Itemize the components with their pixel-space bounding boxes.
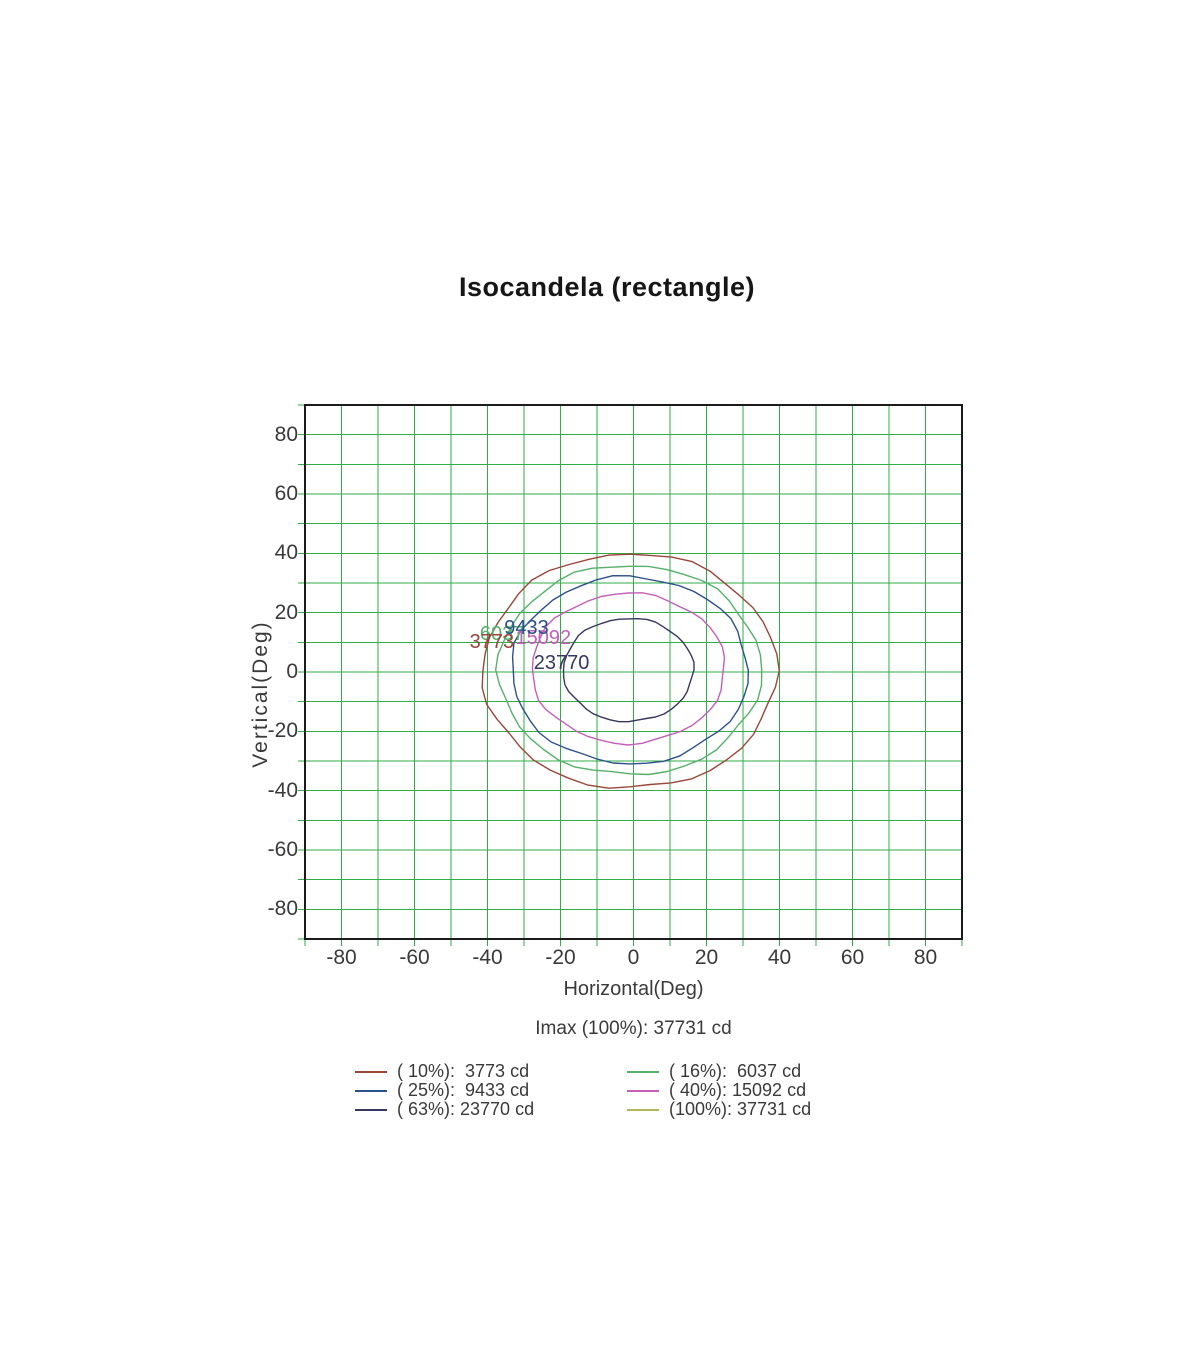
isocandela-contour-40% [531, 592, 726, 746]
isocandela-contour-16% [495, 565, 763, 776]
contour-value-label: 23770 [533, 652, 590, 675]
legend-label: ( 25%): 9433 cd [397, 1080, 530, 1100]
legend-swatch [355, 1108, 387, 1111]
legend-item: ( 25%): 9433 cd [355, 1081, 529, 1100]
y-tick-label: 60 [274, 482, 298, 505]
x-tick-label: 0 [627, 946, 640, 969]
legend-swatch [627, 1108, 659, 1111]
x-tick-label: -20 [545, 946, 576, 969]
contour-value-label: 3773 [469, 630, 515, 653]
legend-label: ( 40%): 15092 cd [669, 1080, 807, 1100]
contour-value-label: 6037 [479, 623, 525, 646]
y-tick-label: -60 [267, 838, 298, 861]
contour-value-label: 9433 [504, 616, 549, 639]
y-axis-title: Vertical(Deg) [249, 620, 272, 768]
x-tick-label: 60 [840, 946, 865, 969]
y-tick-label: 40 [274, 541, 298, 565]
legend-item: ( 40%): 15092 cd [627, 1081, 806, 1100]
legend-label: ( 16%): 6037 cd [669, 1061, 802, 1081]
legend-swatch [627, 1089, 659, 1092]
x-tick-label: 80 [913, 946, 938, 969]
legend-item: ( 16%): 6037 cd [627, 1062, 801, 1081]
x-tick-label: -60 [399, 946, 430, 969]
legend-label: (100%): 37731 cd [669, 1099, 812, 1119]
x-tick-label: 20 [694, 946, 719, 969]
chart-title: Isocandela (rectangle) [458, 272, 756, 302]
isocandela-contour-25% [511, 575, 749, 765]
x-tick-label: -80 [326, 946, 357, 969]
x-tick-label: -40 [472, 946, 503, 969]
x-tick-label: 40 [767, 946, 792, 969]
legend-item: ( 63%): 23770 cd [355, 1100, 534, 1119]
y-tick-label: 0 [286, 660, 298, 683]
y-tick-label: 80 [274, 422, 298, 446]
legend-swatch [627, 1070, 659, 1073]
contour-value-label: 15092 [515, 626, 572, 649]
y-tick-label: -80 [267, 897, 298, 921]
y-tick-label: -20 [267, 719, 298, 743]
isocandela-contour-63% [562, 618, 695, 723]
legend-swatch [355, 1089, 387, 1092]
plot-border [304, 404, 963, 940]
legend-label: ( 63%): 23770 cd [397, 1099, 535, 1119]
y-tick-label: 20 [274, 600, 298, 624]
legend-label: ( 10%): 3773 cd [397, 1061, 530, 1081]
legend-item: (100%): 37731 cd [627, 1100, 811, 1119]
y-tick-label: -40 [267, 778, 298, 802]
legend-item: ( 10%): 3773 cd [355, 1062, 529, 1081]
isocandela-contour-10% [481, 553, 780, 789]
legend-swatch [355, 1070, 387, 1073]
imax-label: Imax (100%): 37731 cd [535, 1018, 732, 1039]
x-axis-title: Horizontal(Deg) [563, 978, 704, 1000]
